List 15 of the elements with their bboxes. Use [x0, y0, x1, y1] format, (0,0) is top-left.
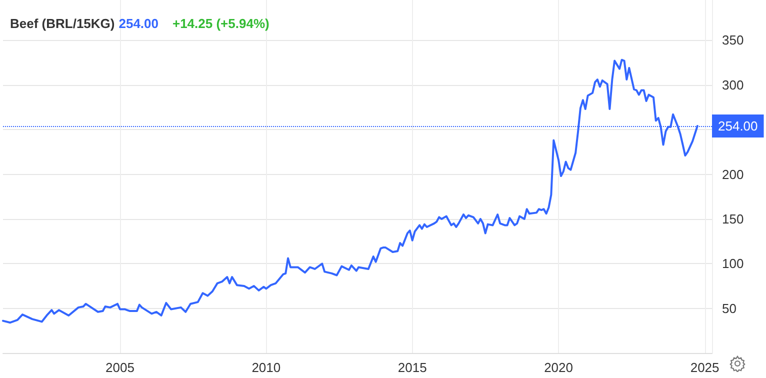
x-tick-label: 2010: [252, 360, 281, 375]
x-tick-label: 2020: [544, 360, 573, 375]
annotation: 254.00: [118, 16, 158, 31]
y-tick-label: 350: [722, 32, 744, 48]
y-tick-label: 300: [722, 77, 744, 92]
y-tick-label: 200: [722, 166, 744, 182]
x-tick-label: 2025: [690, 360, 720, 375]
annotation: +14.25 (+5.94%): [172, 16, 270, 31]
text: Beef (BRL/15KG): [10, 16, 115, 31]
y-tick-label: 100: [722, 256, 744, 272]
x-tick-label: 2015: [398, 360, 427, 375]
ref-line-label: 254.00: [718, 118, 758, 134]
y-tick-label: 50: [722, 300, 736, 316]
x-tick-label: 2005: [106, 360, 134, 375]
y-tick-label: 150: [722, 211, 744, 226]
